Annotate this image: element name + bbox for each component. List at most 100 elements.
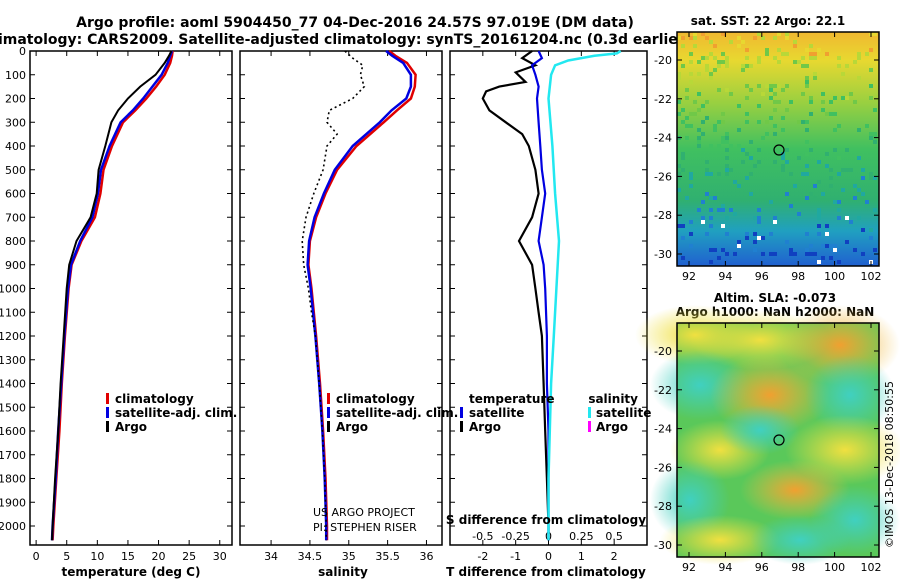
x-tick-label: 0 xyxy=(545,550,552,563)
sst-pixel xyxy=(837,172,841,176)
sst-pixel xyxy=(773,132,777,136)
y-tick-label: 2000 xyxy=(0,520,26,533)
s-diff-tick-label: 0.25 xyxy=(569,530,594,543)
y-tick-label: 600 xyxy=(5,188,26,201)
sst-pixel xyxy=(757,220,761,224)
sst-pixel xyxy=(841,188,845,192)
temperature-satellite-line xyxy=(50,50,174,541)
sst-pixel xyxy=(713,124,717,128)
sst-pixel xyxy=(873,108,877,112)
sst-pixel xyxy=(705,56,709,60)
legend-t-satellite-swatch xyxy=(460,407,463,418)
sst-pixel xyxy=(681,152,685,156)
sst-pixel xyxy=(721,140,725,144)
sst-pixel xyxy=(845,148,849,152)
sst-pixel xyxy=(869,176,873,180)
sst-pixel xyxy=(785,160,789,164)
salinity-argo-dotted-line xyxy=(301,50,366,541)
sst-pixel xyxy=(725,88,729,92)
sst-pixel xyxy=(837,56,841,60)
sst-pixel xyxy=(845,168,849,172)
sst-pixel xyxy=(677,172,681,176)
sst-pixel xyxy=(821,244,825,248)
sst-pixel xyxy=(725,252,729,256)
map-y-tick-label: -28 xyxy=(654,500,672,513)
sst-pixel xyxy=(725,148,729,152)
legend-argo-label: Argo xyxy=(336,420,368,434)
sst-pixel xyxy=(681,108,685,112)
sst-pixel xyxy=(817,212,821,216)
sst-pixel xyxy=(785,84,789,88)
sst-pixel xyxy=(681,168,685,172)
sst-pixel xyxy=(745,48,749,52)
y-tick-label: 700 xyxy=(5,211,26,224)
sst-pixel xyxy=(705,36,709,40)
sst-pixel xyxy=(821,192,825,196)
sst-pixel xyxy=(761,252,765,256)
sst-pixel xyxy=(801,120,805,124)
sst-pixel xyxy=(865,200,869,204)
sst-pixel xyxy=(781,152,785,156)
sst-pixel xyxy=(869,84,873,88)
sst-pixel xyxy=(741,148,745,152)
sst-pixel xyxy=(705,232,709,236)
sst-pixel xyxy=(713,68,717,72)
sst-pixel xyxy=(845,216,849,220)
legend-satellite-swatch xyxy=(327,407,330,418)
sst-pixel xyxy=(817,48,821,52)
sst-pixel xyxy=(853,100,857,104)
sst-map: sat. SST: 22 Argo: 22.1 -20-22-24-26-28-… xyxy=(654,14,881,283)
sst-pixel xyxy=(765,132,769,136)
legend-satellite-label: satellite-adj. clim. xyxy=(115,406,237,420)
sst-pixel xyxy=(825,152,829,156)
sst-pixel xyxy=(869,48,873,52)
sst-pixel xyxy=(765,52,769,56)
sla-blob xyxy=(720,405,800,455)
sst-pixel xyxy=(817,260,821,264)
sst-pixel xyxy=(681,156,685,160)
t-difference-xlabel: T difference from climatology xyxy=(446,565,646,579)
sst-pixel xyxy=(769,116,773,120)
sst-pixel xyxy=(773,56,777,60)
sst-pixel xyxy=(737,36,741,40)
sst-pixel xyxy=(701,104,705,108)
sst-pixel xyxy=(689,184,693,188)
map-x-tick-label: 102 xyxy=(861,561,882,574)
temperature-legend: climatology satellite-adj. clim. Argo xyxy=(106,392,237,434)
sst-pixel xyxy=(829,100,833,104)
sst-pixel xyxy=(697,140,701,144)
sst-pixel xyxy=(817,216,821,220)
axis-ticks: 0100200300400500600700800900100011001200… xyxy=(0,45,647,563)
sst-pixel xyxy=(805,140,809,144)
x-tick-label: 5 xyxy=(63,550,70,563)
sst-pixel xyxy=(777,32,781,36)
y-tick-label: 1700 xyxy=(0,449,26,462)
sst-pixel xyxy=(685,96,689,100)
sst-pixel xyxy=(825,224,829,228)
sst-pixel xyxy=(745,176,749,180)
legend-t-satellite-label: satellite xyxy=(469,406,524,420)
salinity-legend: climatology satellite-adj. clim. Argo xyxy=(327,392,458,434)
sst-pixel xyxy=(817,232,821,236)
sst-pixel xyxy=(709,196,713,200)
sst-pixel xyxy=(737,104,741,108)
sst-pixel xyxy=(781,164,785,168)
sst-pixel xyxy=(705,68,709,72)
sst-pixel xyxy=(737,144,741,148)
x-tick-label: 0 xyxy=(33,550,40,563)
sst-pixel xyxy=(733,212,737,216)
sst-pixel xyxy=(705,64,709,68)
sst-pixel xyxy=(801,172,805,176)
y-tick-label: 1000 xyxy=(0,283,26,296)
map-y-tick-label: -28 xyxy=(654,209,672,222)
sst-pixel xyxy=(769,252,773,256)
sst-pixel xyxy=(813,72,817,76)
sst-map-title: sat. SST: 22 Argo: 22.1 xyxy=(691,14,845,28)
sst-pixel xyxy=(805,76,809,80)
legend-argo-label: Argo xyxy=(115,420,147,434)
sst-pixel xyxy=(869,236,873,240)
sst-pixel xyxy=(725,164,729,168)
sst-pixel xyxy=(689,60,693,64)
sst-pixel xyxy=(753,164,757,168)
sst-pixel xyxy=(745,96,749,100)
